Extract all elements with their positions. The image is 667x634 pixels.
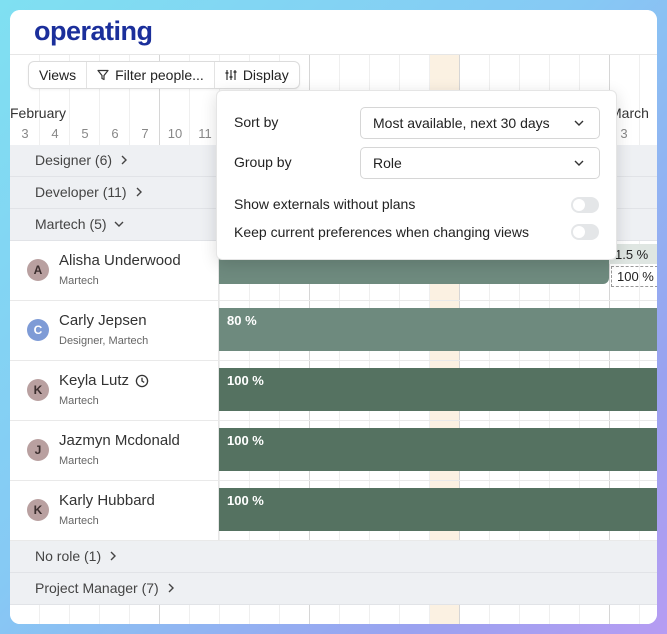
allocation-chip[interactable]: 1.5 % [609, 244, 657, 264]
keep-preferences-toggle[interactable] [571, 224, 599, 240]
person-role: Designer, Martech [59, 335, 149, 347]
app-header: operating [10, 10, 657, 55]
filter-icon [97, 69, 109, 81]
group-by-select[interactable]: Role [360, 147, 600, 179]
allocation-bar[interactable]: 80 % [219, 308, 657, 351]
group-label: Developer (11) [35, 184, 145, 200]
group-label-text: Designer (6) [35, 152, 113, 168]
clock-icon [135, 374, 149, 387]
app-logo[interactable]: operating [34, 16, 153, 46]
avatar: K [27, 379, 49, 401]
person-role: Martech [59, 395, 99, 407]
filter-people-button[interactable]: Filter people... [87, 62, 215, 88]
sort-by-label: Sort by [234, 114, 279, 130]
sort-by-select[interactable]: Most available, next 30 days [360, 107, 600, 139]
day-label: 5 [81, 126, 89, 141]
person-name: Carly Jepsen [59, 312, 147, 329]
keep-preferences-label: Keep current preferences when changing v… [234, 224, 529, 240]
group-row-project-manager[interactable]: Project Manager (7) [10, 573, 657, 605]
group-row-no-role[interactable]: No role (1) [10, 541, 657, 573]
app-window: operating Views [10, 10, 657, 624]
allocation-bar-label: 80 % [227, 313, 257, 328]
person-name: Keyla Lutz [59, 372, 130, 389]
person-row: C Carly Jepsen Designer, Martech 80 % [10, 301, 657, 361]
avatar: A [27, 259, 49, 281]
allocation-bar-label: 100 % [227, 493, 264, 508]
person-cell[interactable]: A Alisha Underwood Martech [10, 241, 219, 300]
views-label: Views [39, 67, 77, 83]
person-cell[interactable]: J Jazmyn Mcdonald Martech [10, 421, 219, 480]
day-label: 3 [21, 126, 29, 141]
person-name: Karly Hubbard [59, 492, 155, 509]
avatar: C [27, 319, 49, 341]
chevron-right-icon [168, 583, 174, 593]
display-options-panel: Sort by Most available, next 30 days Gro… [216, 90, 617, 260]
allocation-bar[interactable]: 100 % [219, 428, 657, 471]
allocation-bar[interactable]: 100 % [219, 488, 657, 531]
group-label: Project Manager (7) [35, 580, 177, 596]
allocation-chip-label: 1.5 % [615, 247, 649, 262]
toggle-knob [573, 226, 585, 238]
person-row: J Jazmyn Mcdonald Martech 100 % [10, 421, 657, 481]
month-label-march: March [610, 105, 649, 121]
day-label: 7 [141, 126, 149, 141]
allocation-bar[interactable]: 100 % [219, 368, 657, 411]
month-label-february: February [10, 105, 67, 121]
person-row: A Alisha Underwood Martech 1.5 % 100 % [10, 241, 657, 301]
group-label: Martech (5) [35, 216, 125, 232]
sliders-icon [225, 70, 237, 80]
person-role: Martech [59, 455, 99, 467]
day-label: 11 [198, 126, 212, 141]
view-toolbar: Views Filter people... Display [28, 61, 300, 89]
person-cell[interactable]: C Carly Jepsen Designer, Martech [10, 301, 219, 360]
chevron-down-icon [114, 221, 124, 227]
chevron-down-icon [574, 160, 584, 166]
person-row: K Keyla Lutz Martech 100 % [10, 361, 657, 421]
chevron-right-icon [136, 187, 142, 197]
group-label: Designer (6) [35, 152, 130, 168]
group-by-value: Role [373, 155, 402, 171]
allocation-bar-label: 100 % [227, 433, 264, 448]
day-label: 10 [167, 126, 183, 141]
chevron-right-icon [121, 155, 128, 165]
person-name: Alisha Underwood [59, 252, 181, 269]
avatar: K [27, 499, 49, 521]
person-role: Martech [59, 515, 99, 527]
group-label-text: Developer (11) [35, 184, 127, 200]
chevron-right-icon [110, 551, 117, 561]
show-externals-label: Show externals without plans [234, 196, 416, 212]
group-label-text: No role (1) [35, 548, 102, 564]
sort-by-value: Most available, next 30 days [373, 115, 550, 131]
chevron-down-icon [574, 120, 584, 126]
toggle-knob [573, 199, 585, 211]
filter-label: Filter people... [115, 67, 204, 83]
person-cell[interactable]: K Keyla Lutz Martech [10, 361, 219, 420]
display-label: Display [242, 67, 289, 83]
person-role: Martech [59, 275, 99, 287]
allocation-tentative-chip[interactable]: 100 % [611, 266, 657, 287]
group-label-text: Martech (5) [35, 216, 107, 232]
group-label: No role (1) [35, 548, 119, 564]
allocation-tentative-label: 100 % [617, 269, 654, 284]
avatar: J [27, 439, 49, 461]
day-label: 4 [51, 126, 59, 141]
day-label: 3 [620, 126, 628, 141]
group-label-text: Project Manager (7) [35, 580, 159, 596]
person-name: Jazmyn Mcdonald [59, 432, 180, 449]
show-externals-toggle[interactable] [571, 197, 599, 213]
group-by-label: Group by [234, 154, 292, 170]
allocation-bar-label: 100 % [227, 373, 264, 388]
person-name-wrap: Keyla Lutz [59, 372, 149, 389]
person-row: K Karly Hubbard Martech 100 % [10, 481, 657, 541]
display-button[interactable]: Display [215, 62, 299, 88]
views-button[interactable]: Views [29, 62, 88, 88]
person-cell[interactable]: K Karly Hubbard Martech [10, 481, 219, 540]
day-label: 6 [111, 126, 119, 141]
